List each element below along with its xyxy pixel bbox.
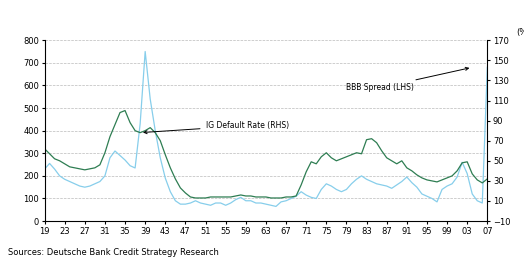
Text: IG Default Rate (RHS): IG Default Rate (RHS)	[144, 121, 289, 134]
Text: Sources: Deutsche Bank Credit Strategy Research: Sources: Deutsche Bank Credit Strategy R…	[8, 248, 219, 257]
Text: (%): (%)	[516, 28, 524, 36]
Text: BBB Spread (LHS): BBB Spread (LHS)	[346, 67, 468, 92]
Text: Figure 2 :   Risk Premium and Default Ratio: Figure 2 : Risk Premium and Default Rati…	[6, 16, 277, 26]
